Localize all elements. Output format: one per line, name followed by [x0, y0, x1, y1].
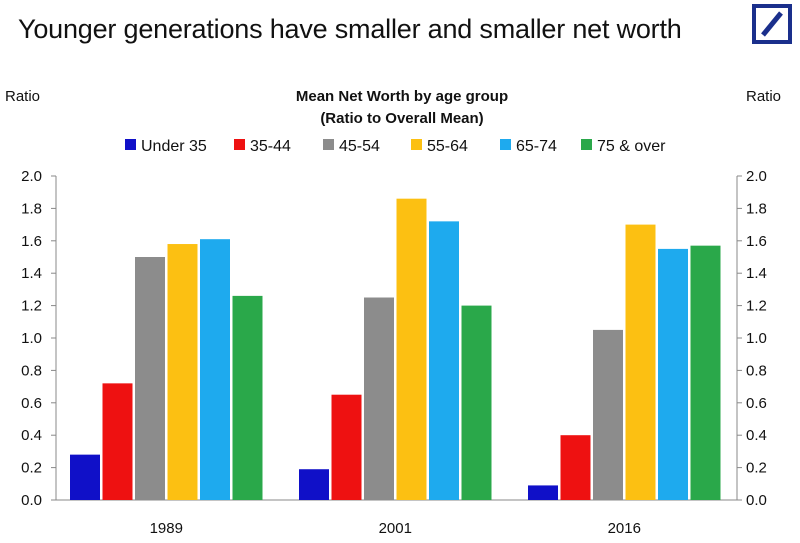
- legend-label-2: 45-54: [339, 138, 380, 155]
- bar-1989-4: [200, 239, 230, 500]
- left-tick-label-8: 1.6: [21, 233, 42, 250]
- left-axis-label: Ratio: [5, 88, 40, 105]
- right-tick-label-3: 0.6: [746, 395, 767, 412]
- legend-swatch-3: [411, 139, 422, 150]
- legend-label-5: 75 & over: [597, 138, 666, 155]
- left-tick-label-4: 0.8: [21, 362, 42, 379]
- bar-1989-3: [167, 244, 198, 500]
- bar-2001-1: [331, 394, 362, 500]
- right-tick-label-7: 1.4: [746, 265, 767, 282]
- left-tick-label-5: 1.0: [21, 330, 42, 347]
- bar-2001-2: [364, 297, 394, 500]
- right-tick-label-4: 0.8: [746, 362, 767, 379]
- legend-swatch-2: [323, 139, 334, 150]
- legend-swatch-1: [234, 139, 245, 150]
- bar-2016-3: [625, 224, 656, 500]
- bar-1989-0: [70, 454, 100, 500]
- chart-subtitle: (Ratio to Overall Mean): [320, 110, 483, 127]
- x-axis-labels: 1989 2001 2016: [150, 520, 641, 537]
- left-tick-label-6: 1.2: [21, 298, 42, 315]
- bar-2001-5: [461, 305, 492, 500]
- right-tick-label-0: 0.0: [746, 492, 767, 509]
- right-tick-label-2: 0.4: [746, 427, 767, 444]
- bar-2016-1: [560, 435, 591, 500]
- bar-2001-3: [396, 198, 427, 500]
- bar-1989-2: [135, 257, 165, 500]
- bar-2016-4: [658, 248, 688, 500]
- legend-swatch-4: [500, 139, 511, 150]
- deutsche-bank-logo-icon: [752, 4, 792, 44]
- x-label-2001: 2001: [379, 520, 412, 537]
- right-tick-label-1: 0.2: [746, 460, 767, 477]
- bar-1989-5: [232, 295, 263, 500]
- bar-1989-1: [102, 383, 133, 500]
- bar-2016-5: [690, 245, 721, 500]
- left-tick-label-0: 0.0: [21, 492, 42, 509]
- legend-label-4: 65-74: [516, 138, 557, 155]
- left-tick-label-10: 2.0: [21, 168, 42, 185]
- right-tick-label-9: 1.8: [746, 200, 767, 217]
- x-label-1989: 1989: [150, 520, 183, 537]
- left-tick-label-3: 0.6: [21, 395, 42, 412]
- legend-label-1: 35-44: [250, 138, 291, 155]
- bar-2016-2: [593, 329, 623, 500]
- legend-label-0: Under 35: [141, 138, 207, 155]
- chart-axes: 0.0 0.0 0.2 0.2 0.4 0.4 0.6 0.6 0.8 0.8 1.0 1.0 1.2 1…: [21, 168, 767, 509]
- chart-title: Mean Net Worth by age group: [296, 88, 508, 105]
- legend-label-3: 55-64: [427, 138, 468, 155]
- right-tick-label-10: 2.0: [746, 168, 767, 185]
- legend-swatch-0: [125, 139, 136, 150]
- bar-2001-4: [429, 221, 459, 501]
- chart-bars: [70, 198, 721, 501]
- right-tick-label-6: 1.2: [746, 298, 767, 315]
- left-tick-label-9: 1.8: [21, 200, 42, 217]
- left-tick-label-2: 0.4: [21, 427, 42, 444]
- legend-swatch-5: [581, 139, 592, 150]
- right-axis-label: Ratio: [746, 88, 781, 105]
- bar-2016-0: [528, 485, 558, 500]
- left-tick-label-1: 0.2: [21, 460, 42, 477]
- left-tick-label-7: 1.4: [21, 265, 42, 282]
- right-tick-label-8: 1.6: [746, 233, 767, 250]
- bar-2001-0: [299, 469, 329, 500]
- x-label-2016: 2016: [608, 520, 641, 537]
- page-title: Younger generations have smaller and sma…: [18, 14, 682, 44]
- right-tick-label-5: 1.0: [746, 330, 767, 347]
- chart-legend: Under 35 35-44 45-54 55-64 65-74 75 & over: [125, 138, 666, 155]
